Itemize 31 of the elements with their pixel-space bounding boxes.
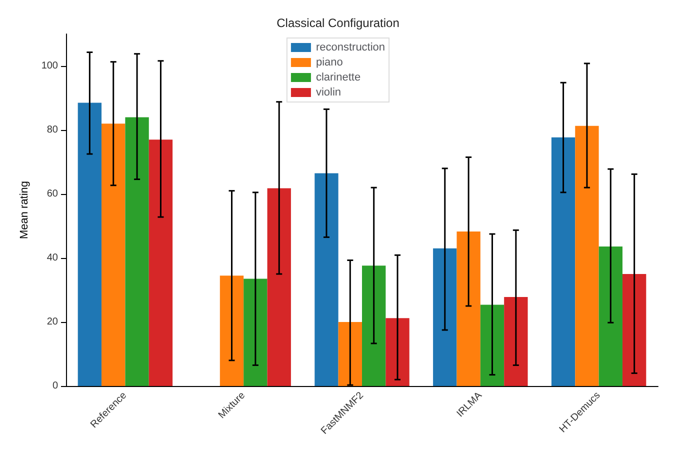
y-tick-label: 80	[46, 124, 58, 136]
legend-label: violin	[316, 86, 342, 98]
y-tick-label: 0	[52, 380, 58, 392]
legend-label: piano	[316, 56, 343, 68]
y-tick-label: 40	[46, 252, 58, 264]
y-tick-label: 100	[41, 60, 58, 72]
y-axis-title: Mean rating	[18, 180, 30, 240]
bar	[598, 246, 622, 386]
bar	[125, 117, 149, 386]
bar	[78, 102, 102, 386]
bar	[267, 188, 291, 386]
bar	[220, 276, 244, 386]
legend-label: clarinette	[316, 72, 361, 84]
bar	[433, 248, 457, 386]
y-tick-label: 20	[46, 316, 58, 328]
bar	[314, 173, 338, 386]
bar	[575, 126, 599, 386]
legend-label: reconstruction	[316, 42, 386, 54]
chart-title: Classical Configuration	[276, 16, 400, 30]
bar	[504, 297, 528, 386]
bar	[386, 318, 410, 386]
bar	[551, 137, 576, 386]
bar	[148, 140, 173, 386]
bar	[244, 278, 268, 386]
y-tick-label: 60	[46, 188, 58, 200]
bar	[102, 124, 126, 386]
bar	[622, 274, 646, 386]
bar	[480, 304, 504, 386]
bar	[362, 266, 386, 386]
bar	[338, 322, 362, 386]
bar	[456, 231, 480, 386]
